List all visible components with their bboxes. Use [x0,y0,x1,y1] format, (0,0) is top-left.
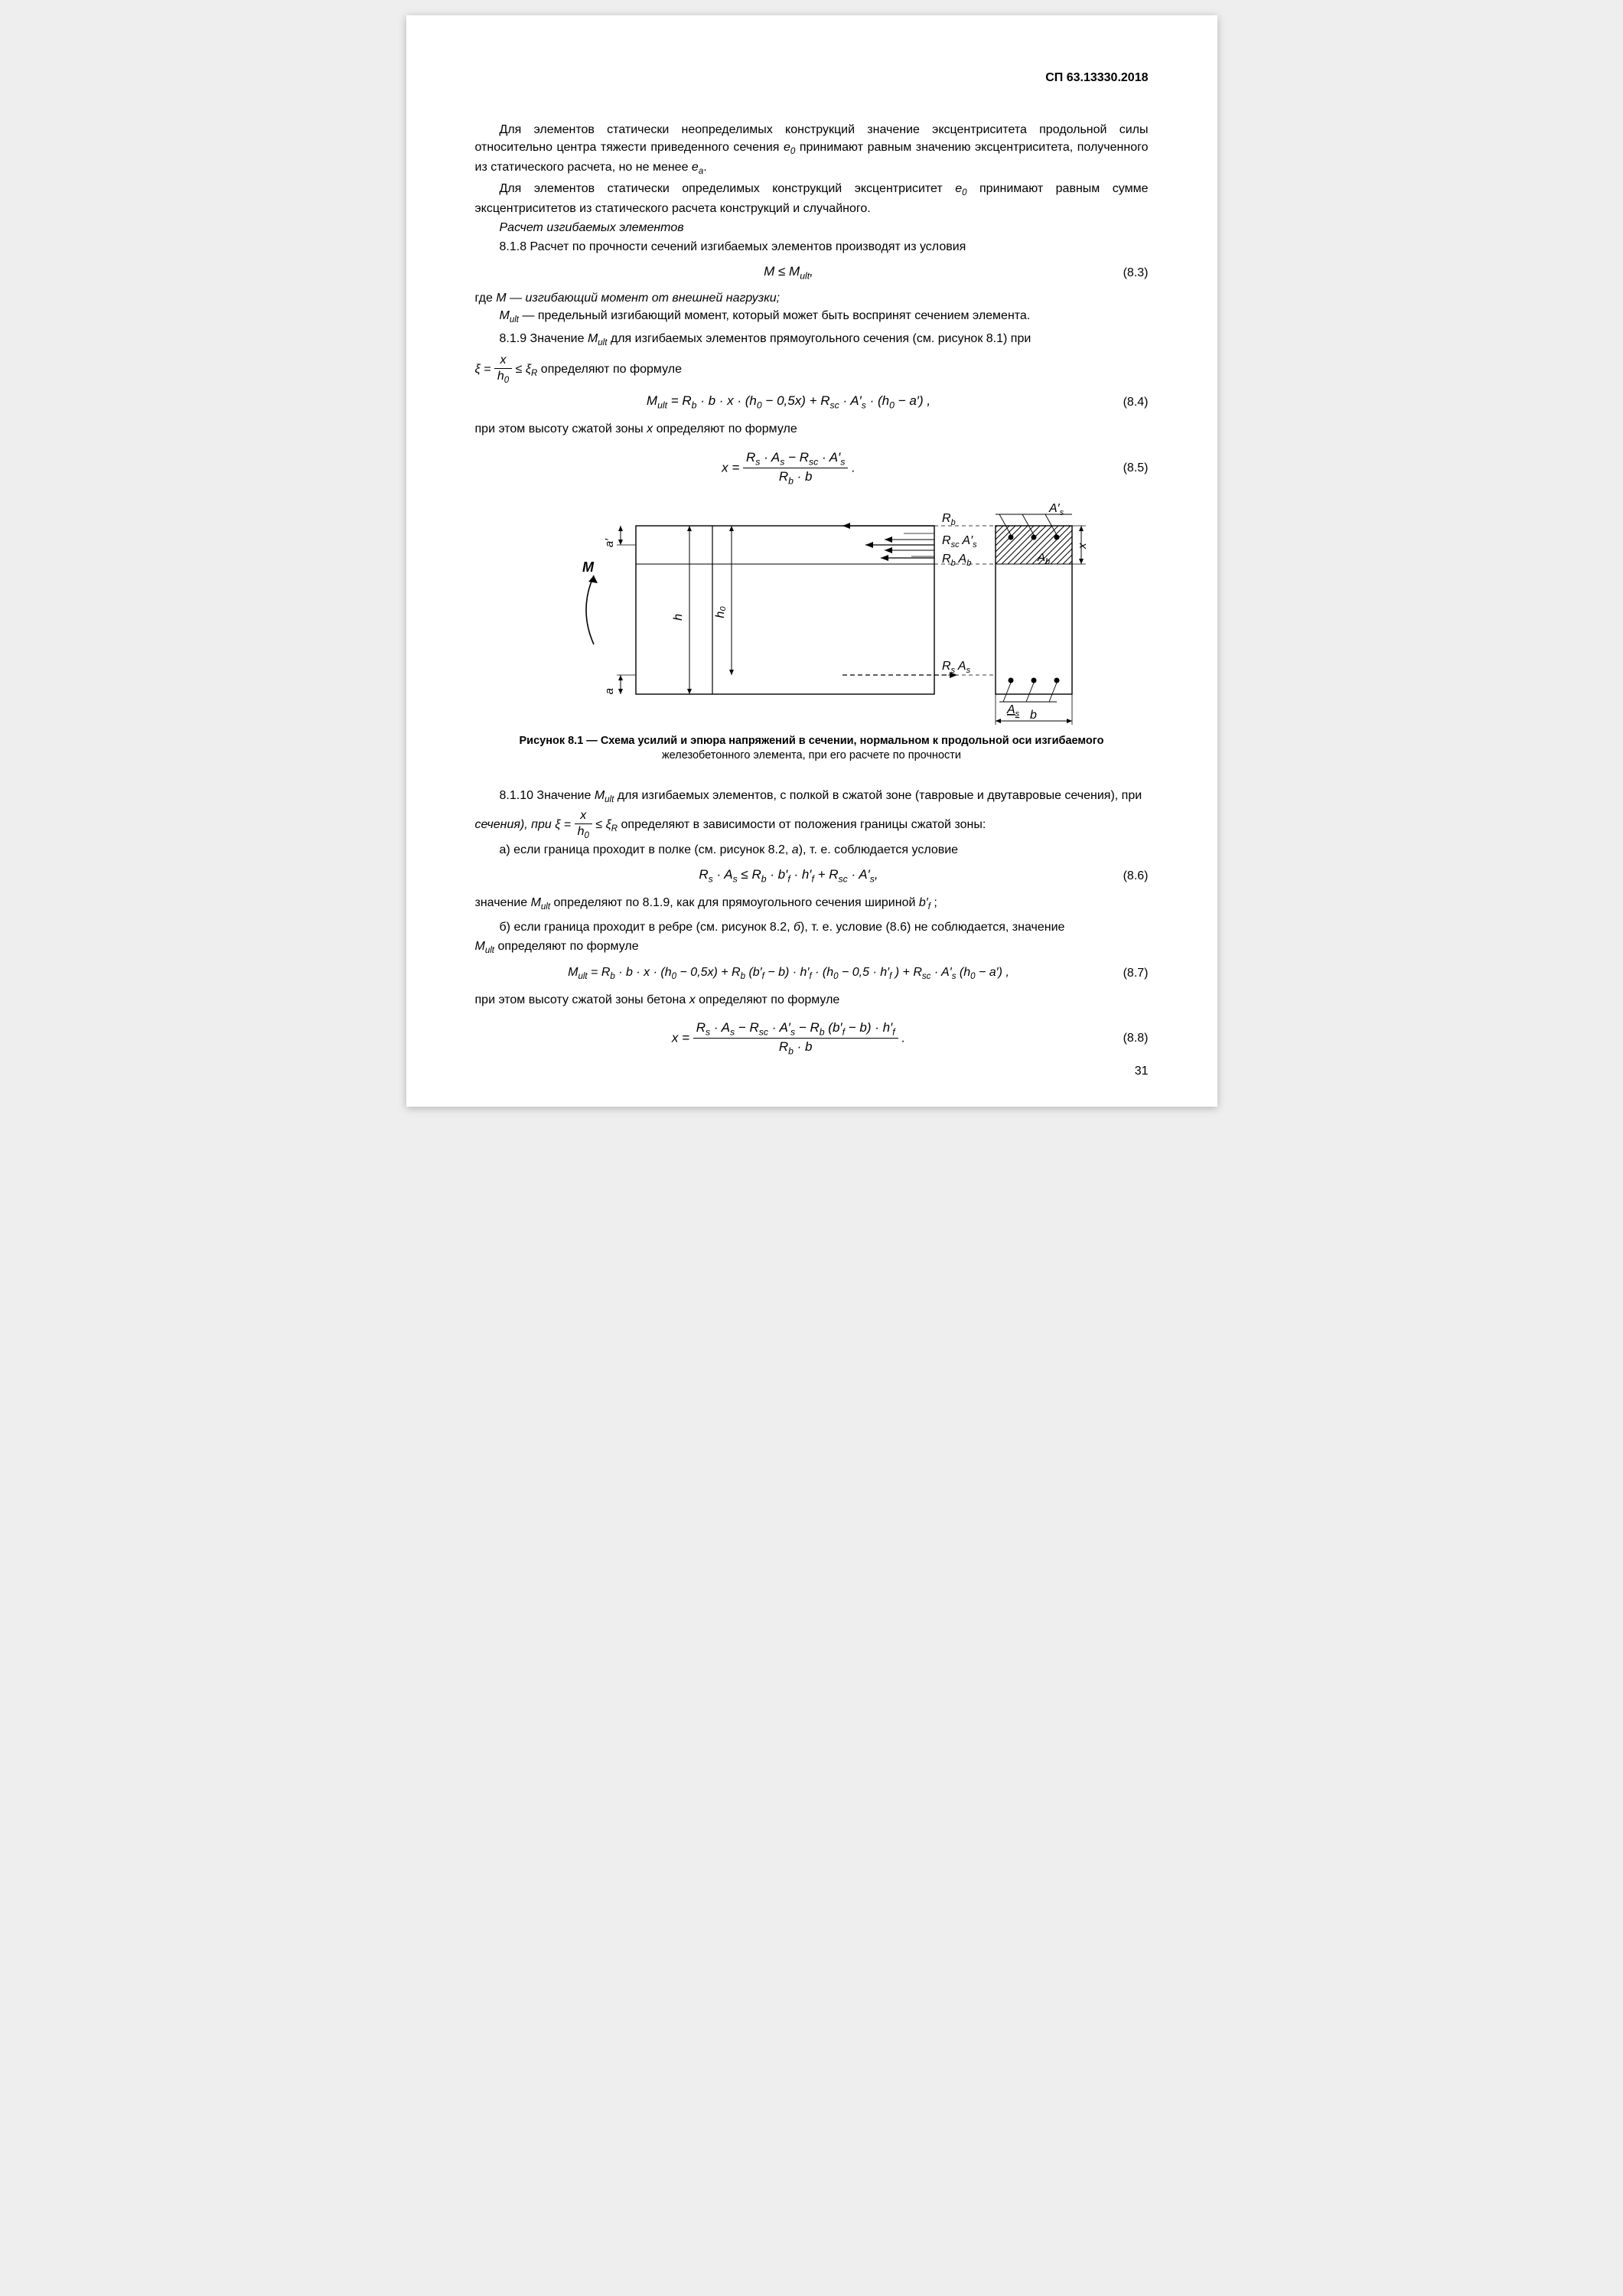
para-818: 8.1.8 Расчет по прочности сечений изгиба… [475,238,1149,256]
equation-8-7: Mult = Rb · b · x · (h0 − 0,5x) + Rb (b′… [475,964,1149,983]
figure-caption: Рисунок 8.1 — Схема усилий и эпюра напря… [506,734,1118,764]
equation-8-4: Mult = Rb · b · x · (h0 − 0,5x) + Rsc · … [475,392,1149,413]
svg-text:h: h [672,614,685,621]
document-page: СП 63.13330.2018 Для элементов статическ… [406,15,1217,1107]
equation-8-3: M ≤ Mult, (8.3) [475,263,1149,283]
page-number: 31 [1135,1062,1149,1080]
equation-8-5: x = Rs · As − Rsc · A′s Rb · b . (8.5) [475,449,1149,488]
svg-text:M: M [582,559,595,575]
para-b2: Mult определяют по формуле [475,938,1149,957]
svg-text:Rsc A′s: Rsc A′s [942,534,977,550]
svg-text:x: x [1076,543,1087,550]
svg-text:a′: a′ [603,538,616,547]
doc-code: СП 63.13330.2018 [475,69,1149,86]
para-819-cond: ξ = xh0 ≤ ξR определяют по формуле [475,353,1149,386]
svg-text:Rb: Rb [942,512,956,527]
svg-text:h₀: h₀ [714,606,727,618]
svg-text:A′s: A′s [1048,503,1064,517]
para-819: 8.1.9 Значение Mult для изгибаемых элеме… [475,330,1149,350]
figure-8-1: a′ a h h₀ M Rb Rsc A′s Rb Ab [536,503,1087,725]
where-M: где M — изгибающий момент от внешней наг… [475,289,1149,307]
para-b: б) если граница проходит в ребре (см. ри… [475,918,1149,936]
para-1: Для элементов статически неопределимых к… [475,121,1149,178]
para-8110-cond: сечения), при ξ = xh0 ≤ ξR определяют в … [475,808,1149,842]
para-86-after: значение Mult определяют по 8.1.9, как д… [475,894,1149,914]
para-84-after: при этом высоту сжатой зоны x определяют… [475,420,1149,438]
equation-8-8: x = Rs · As − Rsc · A′s − Rb (b′f − b) ·… [475,1019,1149,1058]
svg-text:b: b [1030,709,1037,722]
svg-text:As: As [1006,703,1020,719]
para-2: Для элементов статически определимых кон… [475,180,1149,217]
para-a: а) если граница проходит в полке (см. ри… [475,841,1149,859]
para-87-after: при этом высоту сжатой зоны бетона x опр… [475,991,1149,1009]
svg-text:Rs As: Rs As [942,660,971,675]
svg-text:Rb Ab: Rb Ab [942,553,971,568]
heading-calc: Расчет изгибаемых элементов [475,219,1149,236]
equation-8-6: Rs · As ≤ Rb · b′f · h′f + Rsc · A′s, (8… [475,866,1149,886]
para-8110: 8.1.10 Значение Mult для изгибаемых элем… [475,787,1149,807]
where-Mult: Mult — предельный изгибающий момент, кот… [500,307,1149,327]
svg-text:a: a [603,688,616,694]
